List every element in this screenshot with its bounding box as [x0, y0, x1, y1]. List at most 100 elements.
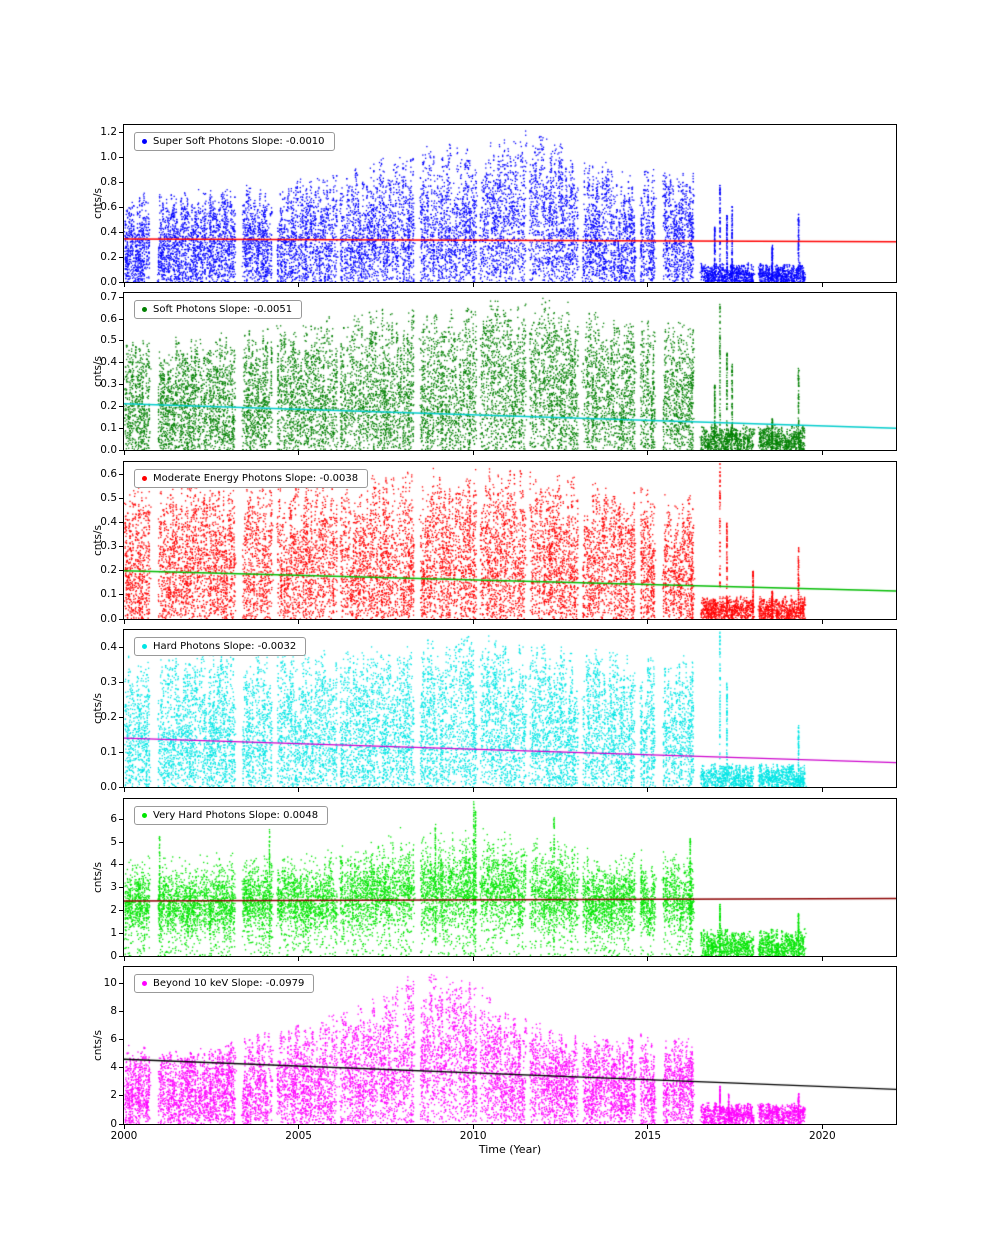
y-tick-mark	[119, 681, 123, 683]
y-tick-label: 2	[110, 903, 117, 916]
x-tick-mark	[298, 1125, 300, 1129]
x-tick-mark	[123, 788, 125, 792]
scatter-canvas-moderate-energy-photons	[124, 462, 896, 619]
x-tick-mark	[298, 788, 300, 792]
plot-panel-super-soft-photons: 0.0 0.2 0.4 0.6 0.8 1.0 1.2 cnts/s Super Soft Ph…	[92, 124, 897, 288]
y-tick-mark	[119, 384, 123, 386]
legend-marker-dot	[142, 307, 147, 312]
y-axis-title: cnts/s	[92, 524, 104, 557]
y-tick-mark	[119, 1067, 123, 1069]
y-tick-mark	[119, 427, 123, 429]
y-tick-label: 0.1	[100, 421, 117, 434]
legend-label: Beyond 10 keV Slope: -0.0979	[153, 978, 305, 989]
x-tick-mark	[472, 451, 474, 455]
x-tick-mark	[472, 788, 474, 792]
y-tick-mark	[119, 206, 123, 208]
y-tick-mark	[119, 449, 123, 451]
y-tick-mark	[119, 570, 123, 572]
x-tick-mark	[472, 957, 474, 961]
legend-marker-dot	[142, 813, 147, 818]
y-axis-title: cnts/s	[92, 861, 104, 894]
plot-panel-beyond-10kev: 0 2 4 6 8 10 2000 2005 2010 2015 2020 cnts/s Beyond …	[92, 966, 897, 1142]
y-tick-label: 0.8	[100, 175, 117, 188]
y-tick-label: 0.4	[100, 356, 117, 369]
y-tick-mark	[119, 1039, 123, 1041]
y-tick-label: 4	[110, 858, 117, 871]
y-tick-mark	[119, 841, 123, 843]
legend-box: Moderate Energy Photons Slope: -0.0038	[134, 469, 369, 488]
y-tick-label: 8	[110, 1005, 117, 1018]
y-tick-label: 0.1	[100, 588, 117, 601]
y-tick-mark	[119, 156, 123, 158]
scatter-canvas-super-soft-photons	[124, 125, 896, 282]
y-tick-mark	[119, 618, 123, 620]
x-tick-mark	[647, 283, 649, 287]
legend-label: Moderate Energy Photons Slope: -0.0038	[153, 473, 359, 484]
y-tick-mark	[119, 497, 123, 499]
y-tick-mark	[119, 716, 123, 718]
legend-label: Super Soft Photons Slope: -0.0010	[153, 136, 325, 147]
y-tick-mark	[119, 231, 123, 233]
x-tick-label: 2000	[110, 1130, 138, 1142]
y-tick-mark	[119, 181, 123, 183]
y-tick-mark	[119, 1011, 123, 1013]
y-tick-mark	[119, 1095, 123, 1097]
legend-marker-dot	[142, 981, 147, 986]
y-tick-mark	[119, 362, 123, 364]
y-tick-label: 0.6	[100, 200, 117, 213]
y-tick-mark	[119, 131, 123, 133]
x-tick-label: 2020	[808, 1130, 836, 1142]
x-tick-mark	[821, 620, 823, 624]
x-tick-mark	[821, 451, 823, 455]
y-tick-label: 0.0	[100, 612, 117, 625]
x-tick-label: 2010	[459, 1130, 487, 1142]
x-tick-label: 2015	[634, 1130, 662, 1142]
y-tick-label: 0	[110, 1117, 117, 1130]
legend-marker-dot	[142, 139, 147, 144]
y-tick-mark	[119, 909, 123, 911]
y-tick-label: 6	[110, 1033, 117, 1046]
y-tick-label: 0.5	[100, 334, 117, 347]
x-tick-mark	[821, 1125, 823, 1129]
scatter-canvas-very-hard-photons	[124, 799, 896, 956]
y-axis-title: cnts/s	[92, 1029, 104, 1062]
y-tick-label: 0.6	[100, 312, 117, 325]
x-tick-mark	[123, 1125, 125, 1129]
scatter-canvas-hard-photons	[124, 630, 896, 787]
y-tick-mark	[119, 983, 123, 985]
y-tick-label: 1.0	[100, 150, 117, 163]
y-tick-label: 1	[110, 926, 117, 939]
x-tick-mark	[647, 451, 649, 455]
legend-box: Super Soft Photons Slope: -0.0010	[134, 132, 335, 151]
y-tick-label: 0.0	[100, 780, 117, 793]
y-tick-label: 0.2	[100, 250, 117, 263]
y-tick-label: 0.3	[100, 540, 117, 553]
y-tick-mark	[119, 521, 123, 523]
plot-panel-moderate-energy-photons: 0.0 0.1 0.2 0.3 0.4 0.5 0.6 cnts/s Moderate Ener…	[92, 461, 897, 625]
legend-box: Beyond 10 keV Slope: -0.0979	[134, 974, 315, 993]
x-tick-mark	[821, 788, 823, 792]
scatter-canvas-beyond-10kev	[124, 967, 896, 1124]
x-tick-mark	[123, 283, 125, 287]
x-axis-title: Time (Year)	[478, 1143, 542, 1156]
y-tick-label: 0.6	[100, 467, 117, 480]
y-tick-label: 0	[110, 949, 117, 962]
x-tick-mark	[472, 283, 474, 287]
x-tick-mark	[647, 620, 649, 624]
y-tick-mark	[119, 751, 123, 753]
y-tick-label: 6	[110, 812, 117, 825]
y-tick-mark	[119, 340, 123, 342]
y-tick-mark	[119, 281, 123, 283]
y-tick-mark	[119, 646, 123, 648]
y-tick-mark	[119, 818, 123, 820]
y-tick-label: 0.0	[100, 275, 117, 288]
x-tick-mark	[123, 957, 125, 961]
y-tick-mark	[119, 955, 123, 957]
legend-box: Hard Photons Slope: -0.0032	[134, 637, 307, 656]
y-tick-mark	[119, 786, 123, 788]
x-tick-mark	[472, 1125, 474, 1129]
y-tick-mark	[119, 864, 123, 866]
y-tick-label: 0.3	[100, 378, 117, 391]
x-tick-mark	[298, 620, 300, 624]
